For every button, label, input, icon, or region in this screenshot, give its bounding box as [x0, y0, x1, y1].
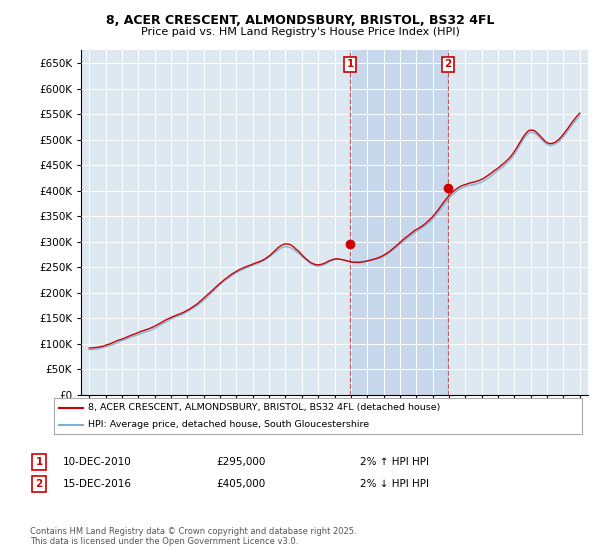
Text: 2: 2	[35, 479, 43, 489]
Text: 8, ACER CRESCENT, ALMONDSBURY, BRISTOL, BS32 4FL: 8, ACER CRESCENT, ALMONDSBURY, BRISTOL, …	[106, 14, 494, 27]
Bar	[350, 50, 448, 395]
Text: 2: 2	[445, 59, 452, 69]
Text: 1: 1	[35, 457, 43, 467]
Text: 10-DEC-2010: 10-DEC-2010	[63, 457, 132, 467]
Text: 2% ↓ HPI HPI: 2% ↓ HPI HPI	[360, 479, 429, 489]
Text: 2% ↑ HPI HPI: 2% ↑ HPI HPI	[360, 457, 429, 467]
Text: Price paid vs. HM Land Registry's House Price Index (HPI): Price paid vs. HM Land Registry's House …	[140, 27, 460, 37]
Text: 8, ACER CRESCENT, ALMONDSBURY, BRISTOL, BS32 4FL (detached house): 8, ACER CRESCENT, ALMONDSBURY, BRISTOL, …	[88, 403, 440, 412]
Text: HPI: Average price, detached house, South Gloucestershire: HPI: Average price, detached house, Sout…	[88, 421, 370, 430]
Text: 1: 1	[346, 59, 353, 69]
Text: £405,000: £405,000	[216, 479, 265, 489]
Text: 15-DEC-2016: 15-DEC-2016	[63, 479, 132, 489]
Text: Contains HM Land Registry data © Crown copyright and database right 2025.
This d: Contains HM Land Registry data © Crown c…	[30, 526, 356, 546]
Text: £295,000: £295,000	[216, 457, 265, 467]
